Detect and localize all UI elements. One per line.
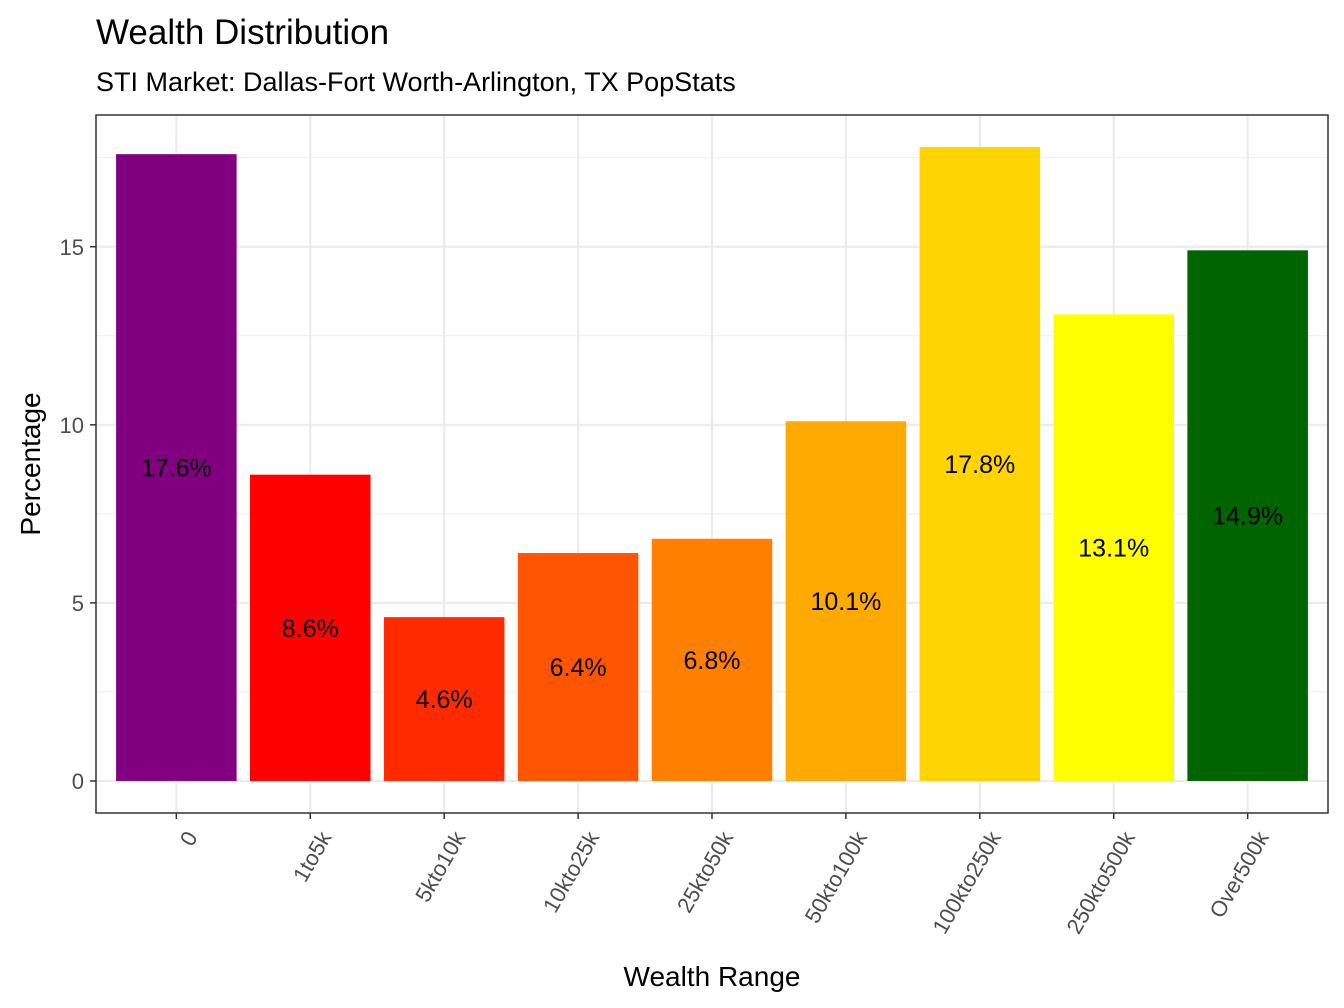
data-label-100kto250k: 17.8% [944, 451, 1015, 479]
bar-50kto100k [785, 421, 907, 781]
x-tick-label: Over500k [1204, 826, 1274, 922]
data-label-1to5k: 8.6% [282, 615, 339, 643]
x-tick-label: 50kto100k [800, 826, 873, 927]
x-tick-label: 0 [175, 827, 203, 850]
x-tick-label: 5kto10k [410, 826, 471, 906]
chart-title: Wealth Distribution [96, 13, 389, 52]
y-tick-label: 5 [72, 591, 84, 616]
data-label-50kto100k: 10.1% [810, 588, 881, 616]
data-label-0: 17.6% [141, 455, 212, 483]
data-label-5kto10k: 4.6% [416, 686, 473, 714]
y-axis-title: Percentage [15, 392, 46, 535]
x-tick-label: 250kto500k [1061, 826, 1140, 938]
data-label-25kto50k: 6.8% [684, 647, 741, 675]
data-label-10kto25k: 6.4% [550, 654, 607, 682]
x-axis-ticks: 0 1to5k 5kto10k 10kto25k 25kto50k 50kto100k 10… [175, 813, 1274, 938]
bar-1to5k [250, 474, 371, 781]
y-axis-ticks: 0 5 10 15 [60, 235, 96, 794]
bar-100kto250k [919, 147, 1041, 781]
data-labels: 17.6% 8.6% 4.6% 6.4% 6.8% 10.1% 17.8% 13.1% 14.9… [141, 451, 1283, 714]
y-tick-label: 0 [72, 769, 84, 794]
x-tick-label: 25kto50k [672, 826, 739, 917]
y-tick-label: 15 [60, 235, 84, 260]
bars [116, 147, 1308, 781]
bar-0 [116, 154, 237, 781]
x-tick-label: 100kto250k [927, 826, 1006, 938]
x-tick-label: 10kto25k [538, 826, 605, 917]
bar-25kto50k [651, 538, 773, 781]
bar-5kto10k [383, 617, 505, 781]
data-label-Over500k: 14.9% [1212, 503, 1283, 531]
x-axis-title: Wealth Range [624, 961, 801, 992]
bar-Over500k [1187, 250, 1308, 781]
bar-10kto25k [517, 553, 639, 781]
y-tick-label: 10 [60, 413, 84, 438]
x-tick-label: 1to5k [288, 826, 337, 886]
bar-250kto500k [1053, 314, 1174, 781]
chart-subtitle: STI Market: Dallas-Fort Worth-Arlington,… [96, 67, 736, 97]
data-label-250kto500k: 13.1% [1078, 535, 1149, 563]
